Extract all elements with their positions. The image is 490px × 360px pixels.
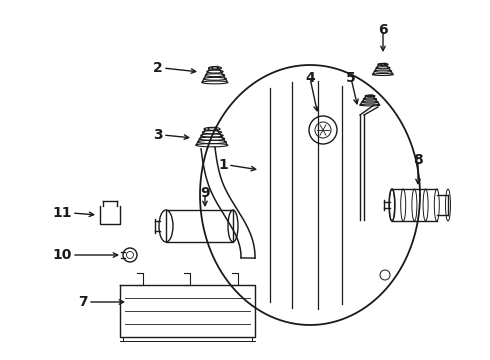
Text: 8: 8 [413,153,423,167]
Text: 7: 7 [78,295,88,309]
Text: 4: 4 [305,71,315,85]
Text: 6: 6 [378,23,388,37]
Text: 2: 2 [153,61,163,75]
Text: 3: 3 [153,128,163,142]
Text: 11: 11 [52,206,72,220]
Text: 10: 10 [52,248,72,262]
Text: 1: 1 [218,158,228,172]
Text: 5: 5 [346,71,356,85]
Text: 9: 9 [200,186,210,200]
